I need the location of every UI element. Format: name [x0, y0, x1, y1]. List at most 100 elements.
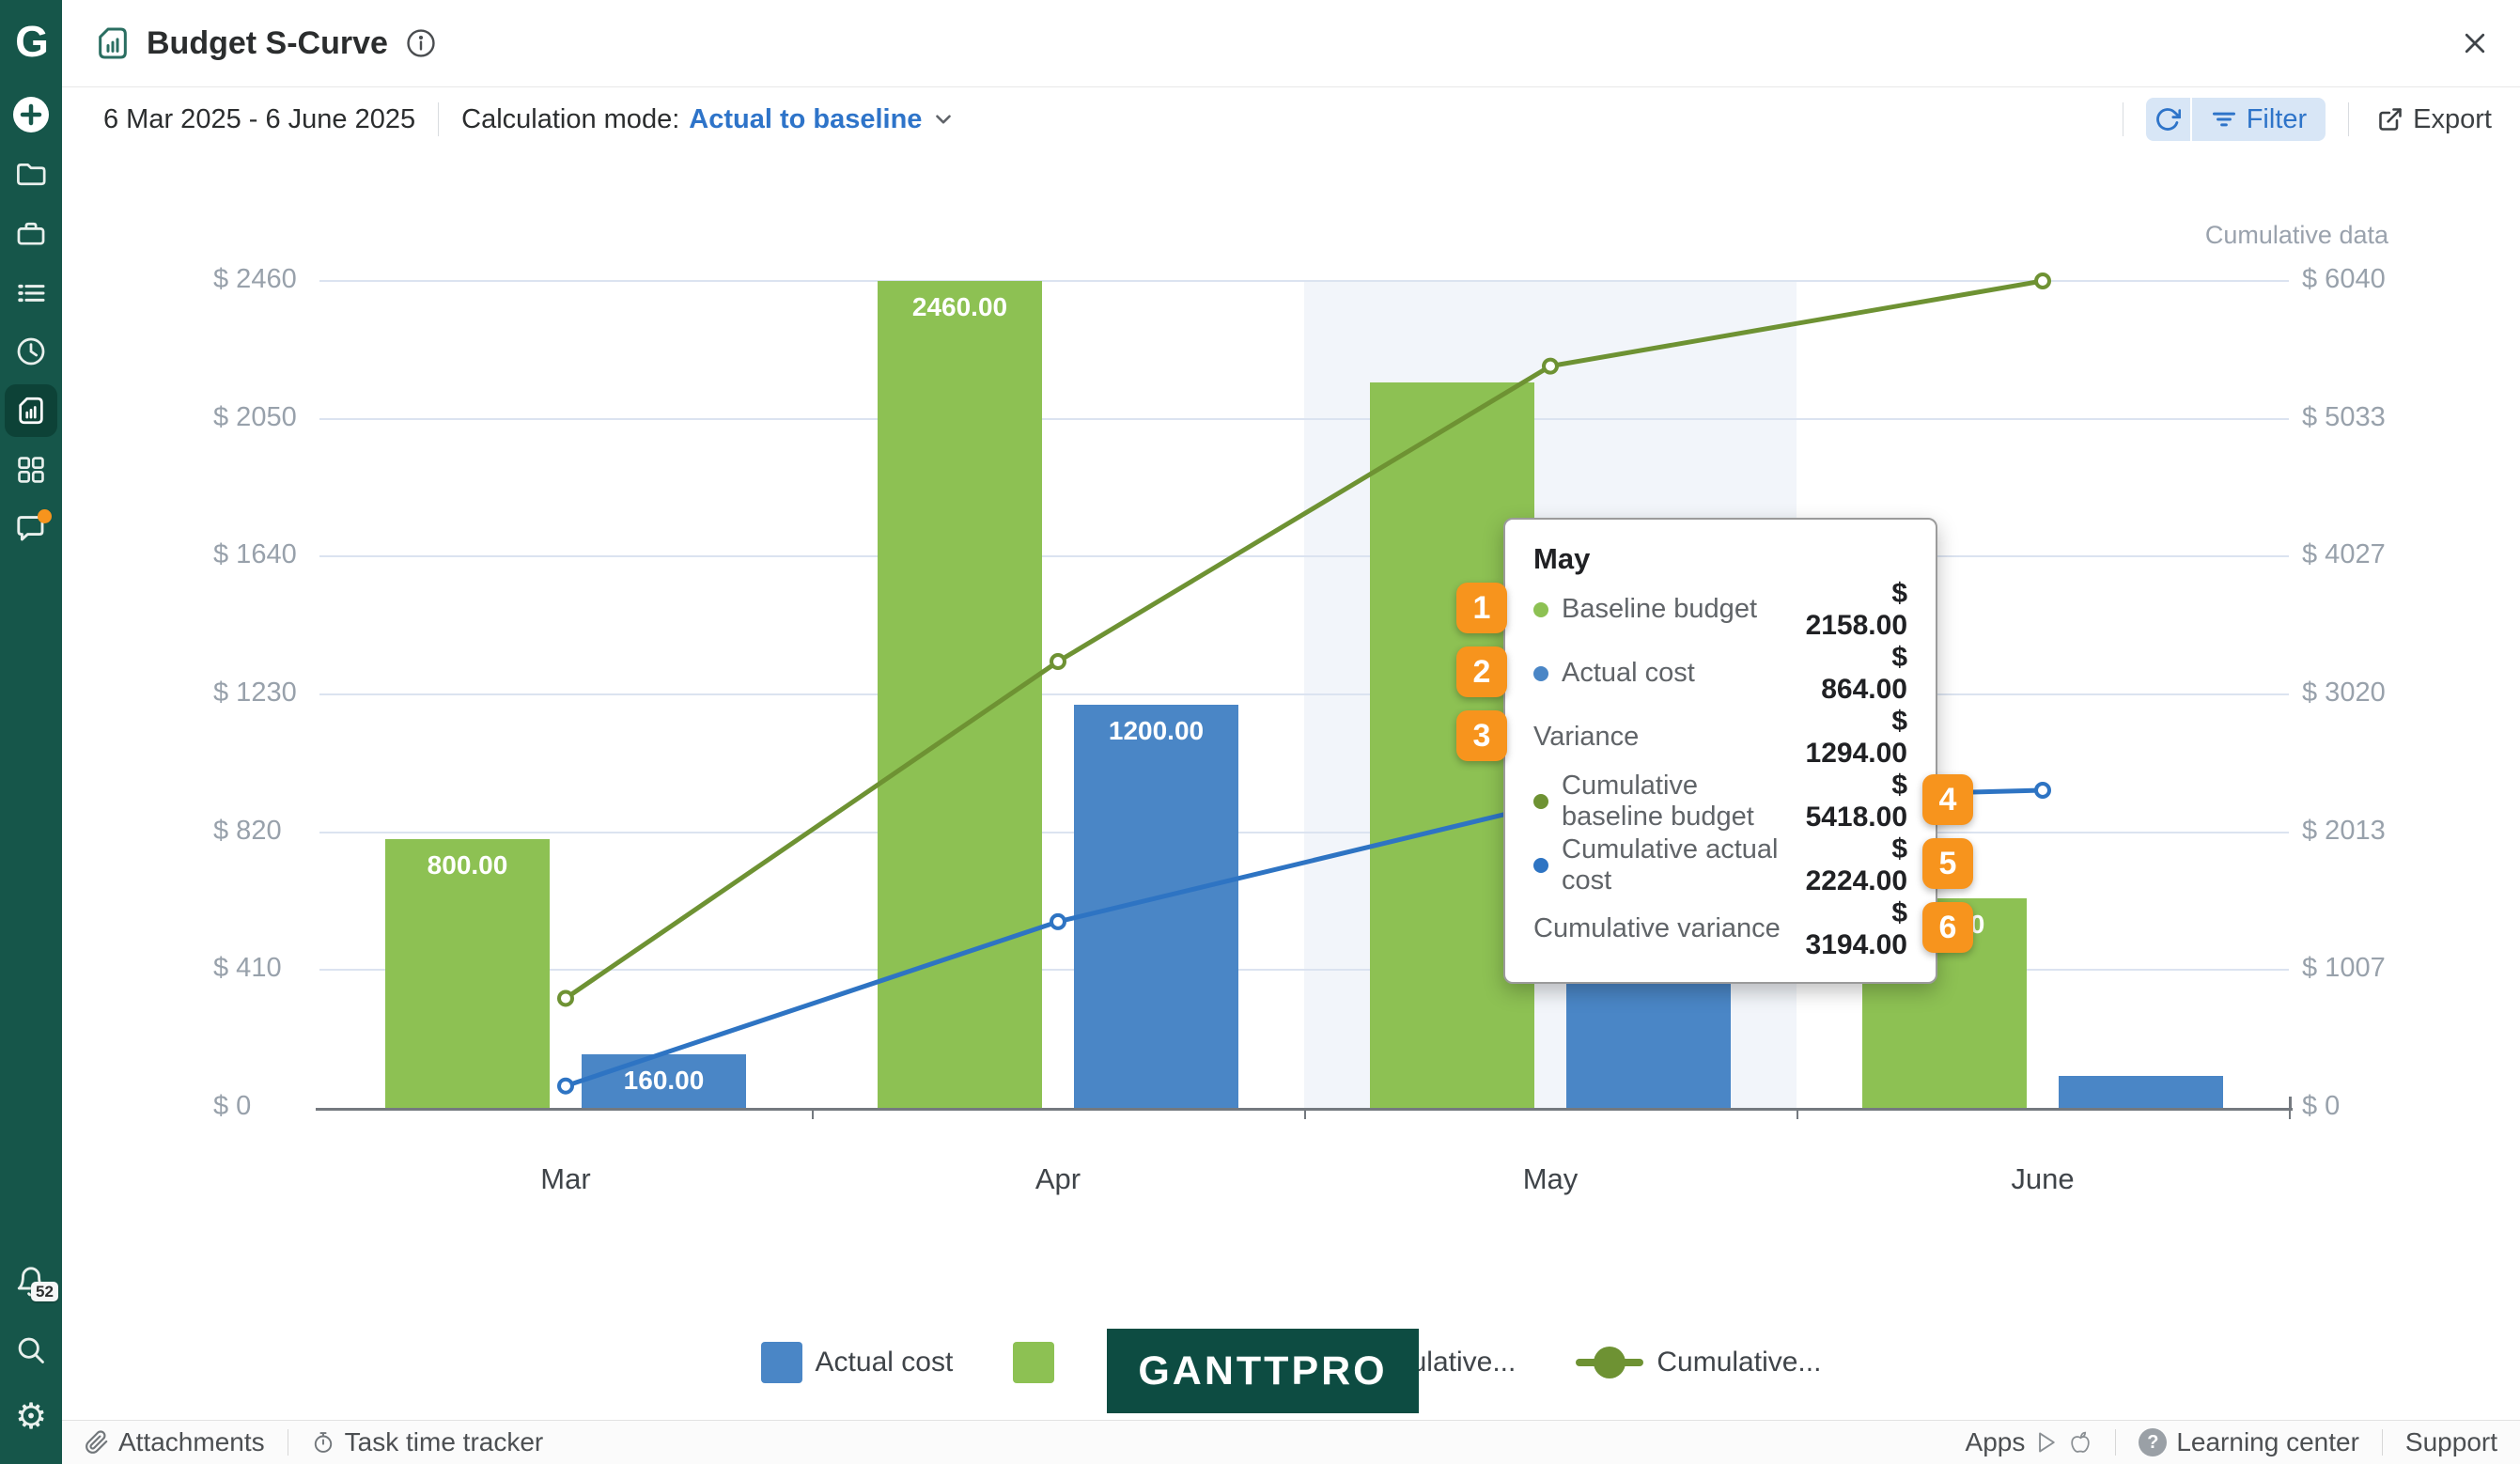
- right-axis-tick: $ 6040: [2302, 264, 2386, 294]
- export-label: Export: [2413, 103, 2492, 134]
- legend-item[interactable]: [1013, 1342, 1291, 1383]
- bar-baseline-budget-apr[interactable]: [878, 281, 1042, 1108]
- report-chart-icon: [19, 397, 43, 425]
- left-axis-tick: $ 1230: [213, 677, 297, 708]
- ganttpro-watermark: GANTTPRO: [1107, 1329, 1419, 1413]
- right-axis-tick: $ 1007: [2302, 953, 2386, 984]
- report-toolbar: 6 Mar 2025 - 6 June 2025 Calculation mod…: [62, 87, 2520, 152]
- export-button[interactable]: Export: [2372, 104, 2497, 135]
- add-button[interactable]: [5, 88, 57, 141]
- sidebar-item-time-log[interactable]: [5, 325, 57, 378]
- stopwatch-icon: [314, 1432, 332, 1453]
- line-point[interactable]: [1050, 912, 1066, 930]
- legend-item[interactable]: Cumulative...: [1576, 1347, 1821, 1378]
- chart-tooltip: May Baseline budget $ 2158.00 Actual cost $…: [1503, 518, 1937, 984]
- tooltip-row-label: Variance: [1533, 722, 1640, 753]
- annotation-badge-4: 4: [1922, 774, 1973, 825]
- right-axis-title: Cumulative data: [2204, 221, 2388, 249]
- search-button[interactable]: [5, 1324, 57, 1377]
- settings-button[interactable]: ⚙: [5, 1390, 57, 1442]
- notifications-button[interactable]: 52: [5, 1255, 58, 1308]
- learning-center-label: Learning center: [2176, 1427, 2359, 1456]
- app-logo[interactable]: G: [5, 15, 57, 68]
- task-time-tracker-button[interactable]: Task time tracker: [311, 1427, 543, 1457]
- divider: [2115, 1429, 2117, 1456]
- annotation-badge-3: 3: [1456, 710, 1507, 761]
- line-point[interactable]: [1050, 653, 1066, 671]
- x-axis-label-june: June: [2011, 1162, 2075, 1195]
- info-icon[interactable]: [405, 27, 437, 59]
- series-dot-icon: [1533, 858, 1548, 873]
- chat-bubble-icon: [17, 516, 44, 541]
- apps-label: Apps: [1965, 1427, 2026, 1456]
- report-header: Budget S-Curve: [62, 0, 2520, 87]
- bar-baseline-budget-mar[interactable]: [385, 838, 550, 1108]
- gridline: [319, 280, 2289, 282]
- bar-actual-cost-june[interactable]: [2059, 1075, 2223, 1108]
- sidebar-item-reports[interactable]: [5, 384, 57, 437]
- sidebar-item-portfolio[interactable]: [5, 208, 57, 260]
- series-dot-icon: [1533, 794, 1548, 809]
- legend-item[interactable]: Actual cost: [760, 1342, 954, 1383]
- unread-comments-dot: [38, 509, 52, 523]
- gear-icon: ⚙: [14, 1395, 48, 1437]
- axis-tick: [2289, 1111, 2291, 1119]
- legend-label: Actual cost: [815, 1347, 954, 1378]
- legend-label: Cumulative...: [1657, 1347, 1822, 1378]
- tooltip-row-label: Cumulative baseline budget: [1562, 770, 1754, 832]
- tooltip-row: Baseline budget $ 2158.00: [1533, 578, 1907, 642]
- sidebar-item-tasks[interactable]: [5, 267, 57, 319]
- support-label: Support: [2404, 1427, 2497, 1456]
- line-point[interactable]: [557, 1077, 574, 1095]
- tooltip-row-value: $ 3194.00: [1805, 897, 1907, 960]
- bar-actual-cost-apr[interactable]: [1074, 704, 1238, 1108]
- tooltip-row: Cumulative actual cost $ 2224.00: [1533, 833, 1907, 897]
- x-axis-label-mar: Mar: [540, 1162, 591, 1195]
- tooltip-row-label: Baseline budget: [1562, 594, 1757, 625]
- x-axis-label-may: May: [1522, 1162, 1579, 1195]
- calculation-mode-label: Calculation mode:: [461, 103, 680, 134]
- bar-value-label: 800.00: [427, 849, 508, 880]
- tooltip-row-value: $ 864.00: [1821, 642, 1907, 705]
- gridline: [319, 831, 2289, 833]
- attachments-label: Attachments: [118, 1427, 265, 1456]
- tooltip-row: Actual cost $ 864.00: [1533, 642, 1907, 706]
- annotation-badge-1: 1: [1456, 583, 1507, 633]
- gridline: [319, 693, 2289, 695]
- legend-swatch-icon: [1013, 1342, 1055, 1383]
- sidebar-item-projects[interactable]: [5, 148, 57, 200]
- filter-button[interactable]: Filter: [2191, 98, 2326, 141]
- left-axis-tick: $ 1640: [213, 539, 297, 570]
- axis-tick: [1304, 1111, 1306, 1119]
- filter-label: Filter: [2246, 103, 2308, 134]
- left-axis-tick: $ 2460: [213, 264, 297, 294]
- refresh-button[interactable]: [2145, 98, 2190, 141]
- left-axis-tick: $ 820: [213, 815, 282, 846]
- line-point[interactable]: [2034, 781, 2051, 799]
- bar-value-label: 2460.00: [911, 292, 1008, 321]
- support-link[interactable]: Support: [2405, 1427, 2497, 1457]
- tooltip-row-label: Cumulative actual cost: [1562, 833, 1779, 896]
- sidebar-item-apps[interactable]: [5, 444, 57, 496]
- attachments-button[interactable]: Attachments: [85, 1427, 265, 1457]
- left-axis-tick: $ 0: [213, 1091, 252, 1121]
- search-icon: [18, 1337, 44, 1363]
- right-axis-tick: $ 5033: [2302, 401, 2386, 432]
- apps-link[interactable]: Apps: [1966, 1427, 2093, 1457]
- folder-icon: [17, 164, 46, 186]
- calculation-mode-select[interactable]: Actual to baseline: [689, 103, 923, 134]
- tooltip-row: Cumulative baseline budget $ 5418.00: [1533, 770, 1907, 833]
- notification-count-badge: 52: [31, 1282, 58, 1301]
- plus-circle-icon: [13, 97, 49, 132]
- tooltip-row-value: $ 1294.00: [1805, 706, 1907, 769]
- clock-icon: [17, 337, 45, 366]
- line-point[interactable]: [557, 989, 574, 1007]
- sidebar-item-comments[interactable]: [5, 502, 57, 554]
- tooltip-title: May: [1533, 542, 1591, 575]
- learning-center-link[interactable]: ? Learning center: [2139, 1427, 2359, 1457]
- chevron-down-icon[interactable]: [931, 107, 956, 132]
- annotation-badge-6: 6: [1922, 902, 1973, 953]
- cumulative-lines-layer: [557, 273, 2051, 1095]
- close-button[interactable]: [2454, 23, 2496, 64]
- page-title: Budget S-Curve: [147, 24, 388, 61]
